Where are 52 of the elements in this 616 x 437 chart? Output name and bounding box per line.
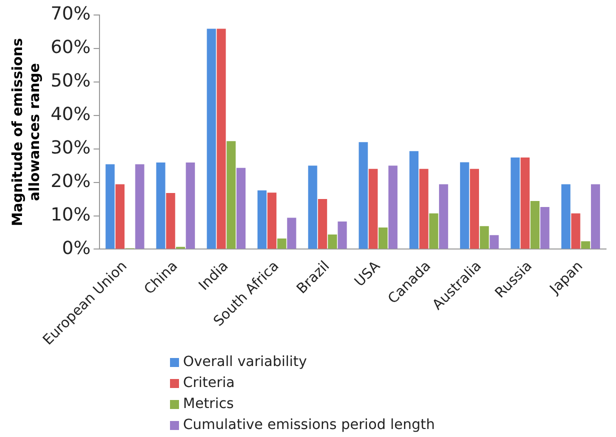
x-tick-label: USA — [352, 258, 384, 290]
y-tick-label: 60% — [50, 37, 91, 58]
y-tick-label: 30% — [50, 138, 91, 159]
bar — [540, 207, 550, 249]
bar — [358, 142, 368, 249]
bar — [581, 241, 590, 249]
bar — [338, 221, 347, 249]
bar — [530, 201, 540, 249]
bar — [287, 218, 296, 249]
y-axis-title: Magnitude of emissions allowances range — [10, 38, 43, 226]
bar — [236, 168, 246, 249]
bar — [226, 141, 236, 249]
y-tick-label: 40% — [50, 104, 91, 126]
bar — [460, 162, 470, 249]
bar — [106, 164, 115, 249]
bar — [277, 238, 286, 249]
bar — [590, 184, 600, 249]
bar — [470, 168, 480, 249]
bar — [409, 151, 418, 249]
bar — [561, 184, 570, 249]
y-tick-label: 70% — [50, 4, 91, 25]
bar — [318, 199, 328, 249]
bar — [267, 192, 276, 249]
legend-label: Criteria — [183, 374, 235, 393]
y-tick-label: 10% — [50, 204, 91, 226]
bar — [308, 166, 318, 249]
bar — [480, 226, 489, 249]
bar — [156, 162, 166, 249]
bar — [166, 193, 176, 249]
bar — [328, 234, 337, 249]
bar — [368, 168, 378, 249]
bar — [186, 162, 195, 249]
bar — [135, 164, 144, 249]
bar — [378, 227, 388, 249]
bar — [419, 168, 428, 249]
bar — [115, 184, 125, 249]
bar — [490, 235, 499, 249]
bar — [439, 184, 448, 249]
legend-label: Cumulative emissions period length — [183, 416, 435, 435]
legend-label: Overall variability — [183, 353, 307, 372]
legend-label: Metrics — [183, 395, 234, 414]
bar — [520, 158, 530, 249]
y-tick-label: 0% — [62, 238, 91, 259]
y-tick-label: 50% — [50, 70, 91, 92]
bar — [571, 213, 580, 249]
bar — [429, 213, 438, 249]
y-tick-label: 20% — [50, 170, 91, 192]
bar — [206, 28, 216, 249]
bar — [216, 28, 226, 249]
bar — [510, 158, 520, 249]
bar — [388, 166, 398, 249]
bar — [257, 190, 267, 249]
